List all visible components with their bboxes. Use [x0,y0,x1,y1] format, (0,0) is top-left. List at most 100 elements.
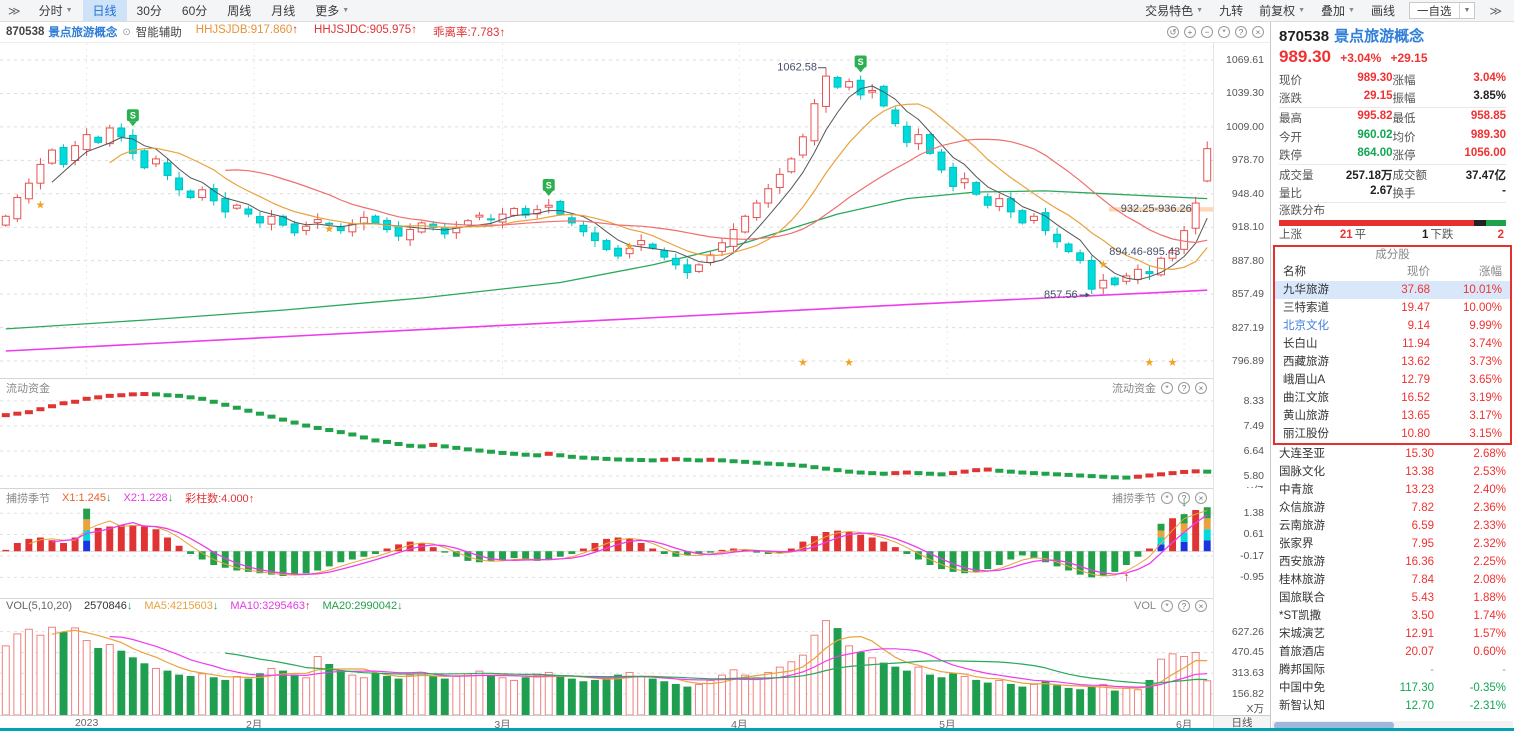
symbol-name[interactable]: 景点旅游概念 [48,27,118,39]
toolbar-item-九转[interactable]: 九转 [1219,4,1244,18]
axis-tick: 627.26 [1231,625,1264,638]
constituent-row-九华旅游[interactable]: 九华旅游 37.68 10.01% [1275,281,1510,299]
volume-axis: 627.26 470.45 313.63 156.82 X万 [1213,598,1270,715]
help-icon[interactable]: ? [1178,492,1190,504]
constituent-row-峨眉山A[interactable]: 峨眉山A 12.79 3.65% [1283,374,1502,386]
scrollbar-thumb[interactable] [1274,722,1394,729]
refresh-icon[interactable]: ↺ [1167,26,1179,38]
constituent-row-宋城演艺[interactable]: 宋城演艺 12.91 1.57% [1279,628,1506,640]
up-arrow-icon: ↑ [499,27,506,39]
axis-tick: 887.80 [1231,254,1264,267]
constituent-row-众信旅游[interactable]: 众信旅游 7.82 2.36% [1279,502,1506,514]
constituent-row-张家界[interactable]: 张家界 7.95 2.32% [1279,538,1506,550]
close-icon[interactable]: × [1195,600,1207,612]
constituent-row-丽江股份[interactable]: 丽江股份 10.80 3.15% [1283,428,1502,440]
quote-panel: 870538 景点旅游概念 989.30 +3.04% +29.15 现价 989.… [1270,22,1514,731]
fishing-season-canvas[interactable]: 捕捞季节 X1:1.245↓ X2:1.228↓ 彩柱数:4.000↑ 捕捞季节 *? ×… [0,488,1213,598]
toolbar-item-交易特色[interactable]: 交易特色 ▼ [1145,4,1204,18]
chevron-down-icon[interactable]: ▼ [1458,3,1475,18]
tab-60分[interactable]: 60分 [181,4,208,18]
constituent-row-中国中免[interactable]: 中国中免 117.30 -0.35% [1279,682,1506,694]
stat-row: 成交量 257.18万 成交额 37.47亿 [1279,169,1506,182]
close-icon[interactable]: × [1195,382,1207,394]
constituent-row-新智认知[interactable]: 新智认知 12.70 -2.31% [1279,700,1506,712]
quote-name[interactable]: 景点旅游概念 [1334,28,1425,45]
constituent-row-长白山[interactable]: 长白山 11.94 3.74% [1283,338,1502,350]
axis-tick: 6.64 [1243,445,1264,458]
volume-canvas[interactable]: VOL(5,10,20) 2570846↓ MA5:4215603↓ MA10:329… [0,598,1213,715]
tab-月线[interactable]: 月线 [271,4,296,18]
change-amount: +29.15 [1390,51,1428,65]
constituent-row-国旅联合[interactable]: 国旅联合 5.43 1.88% [1279,592,1506,604]
help-icon[interactable]: ? [1178,382,1190,394]
distribution-segment [1485,220,1506,226]
tab-日线[interactable]: 日线 [82,0,127,21]
axis-tick: -0.17 [1240,549,1264,562]
close-icon[interactable]: × [1195,492,1207,504]
constituent-row-首旅酒店[interactable]: 首旅酒店 20.07 0.60% [1279,646,1506,658]
tab-30分[interactable]: 30分 [136,4,162,18]
zoom-out-icon[interactable]: − [1201,26,1213,38]
constituent-row-西安旅游[interactable]: 西安旅游 16.36 2.25% [1279,556,1506,568]
zoom-in-icon[interactable]: + [1184,26,1196,38]
chart-column: 870538 景点旅游概念 ⊙ 智能辅助 HHJSJDB:917.860↑ HHJ… [0,22,1270,731]
flat-count: 1 [1421,229,1429,241]
axis-tick: 1.38 [1243,507,1264,520]
constituent-row-国脉文化[interactable]: 国脉文化 13.38 2.53% [1279,466,1506,478]
help-icon[interactable]: ? [1235,26,1247,38]
tab-更多[interactable]: 更多 ▼ [315,4,350,18]
vol-ma-value: 2570846↓ [84,600,133,612]
vol-ma-value: MA20:2990042↓ [322,600,403,612]
flow-axis: 8.337.496.645.80X亿 [1213,378,1270,497]
close-icon[interactable]: × [1252,26,1264,38]
constituent-row-腾邦国际[interactable]: 腾邦国际 - - [1279,664,1506,676]
axis-tick: 918.10 [1231,221,1264,234]
indicator-HHJSJDC: HHJSJDC:905.975↑ [314,24,417,36]
help-icon[interactable]: ? [1178,600,1190,612]
distribution-segment [1279,220,1475,226]
sell-signal-icon: S [126,109,139,127]
constituent-row-云南旅游[interactable]: 云南旅游 6.59 2.33% [1279,520,1506,532]
tab-分时[interactable]: 分时 ▼ [38,4,73,18]
smart-assist-label[interactable]: 智能辅助 [135,27,182,39]
toolbar-item-叠加[interactable]: 叠加 ▼ [1321,4,1355,18]
main-chart-canvas[interactable]: S S S ★ ★ ★ ★ ★ ★ ★ ★ 1062.58 932.25-936.26 894.46-89… [0,43,1213,378]
constituent-row-三特索道[interactable]: 三特索道 19.47 10.00% [1283,302,1502,314]
constituent-row-*ST凯撒[interactable]: *ST凯撒 3.50 1.74% [1279,610,1506,622]
horizontal-scrollbar[interactable] [1272,721,1513,730]
settings-icon[interactable]: * [1161,600,1173,612]
symbol-dropdown-icon[interactable]: ⊙ [122,26,131,38]
constituent-row-曲江文旅[interactable]: 曲江文旅 16.52 3.19% [1283,392,1502,404]
chevron-down-icon: ▼ [1348,7,1355,14]
capital-flow-canvas[interactable]: 流动资金 流动资金 *? × [0,378,1213,488]
star-signal-icon: ★ [625,241,635,253]
season-param: X1:1.245↓ [62,492,112,504]
season-panel-controls: 捕捞季节 *? × [1112,490,1207,506]
constituent-row-西藏旅游[interactable]: 西藏旅游 13.62 3.73% [1283,356,1502,368]
constituent-row-黄山旅游[interactable]: 黄山旅游 13.65 3.17% [1283,410,1502,422]
svg-text:S: S [858,57,864,67]
collapse-icon[interactable]: ≫ [8,3,21,18]
star-signal-icon: ★ [844,357,854,369]
settings-icon[interactable]: * [1218,26,1230,38]
toolbar-item-画线[interactable]: 画线 [1370,4,1395,18]
volume-panel-name: VOL [1133,600,1156,612]
settings-icon[interactable]: * [1161,492,1173,504]
toolbar-item-前复权[interactable]: 前复权 ▼ [1259,4,1306,18]
constituent-row-北京文化[interactable]: 北京文化 9.14 9.99% [1283,320,1502,332]
distribution-label: 涨跌分布 [1279,205,1325,217]
last-price: 989.30 [1279,47,1331,66]
up-arrow-icon: ↑ [292,24,299,36]
star-signal-icon: ★ [798,357,808,369]
flow-panel-title: 流动资金 [6,383,50,395]
expand-icon[interactable]: ≫ [1489,3,1502,18]
settings-icon[interactable]: * [1161,382,1173,394]
constituent-row-大连圣亚[interactable]: 大连圣亚 15.30 2.68% [1279,448,1506,460]
constituent-row-中青旅[interactable]: 中青旅 13.23 2.40% [1279,484,1506,496]
axis-tick: 313.63 [1231,667,1264,680]
watchlist-selector[interactable]: 一自选 ▼ [1409,2,1476,19]
constituents-table: 成分股 名称 现价 涨幅 九华旅游 37.68 10.01% 三特索道 19.47 10.00% 北… [1271,245,1514,715]
constituent-row-桂林旅游[interactable]: 桂林旅游 7.84 2.08% [1279,574,1506,586]
tab-周线[interactable]: 周线 [227,4,252,18]
